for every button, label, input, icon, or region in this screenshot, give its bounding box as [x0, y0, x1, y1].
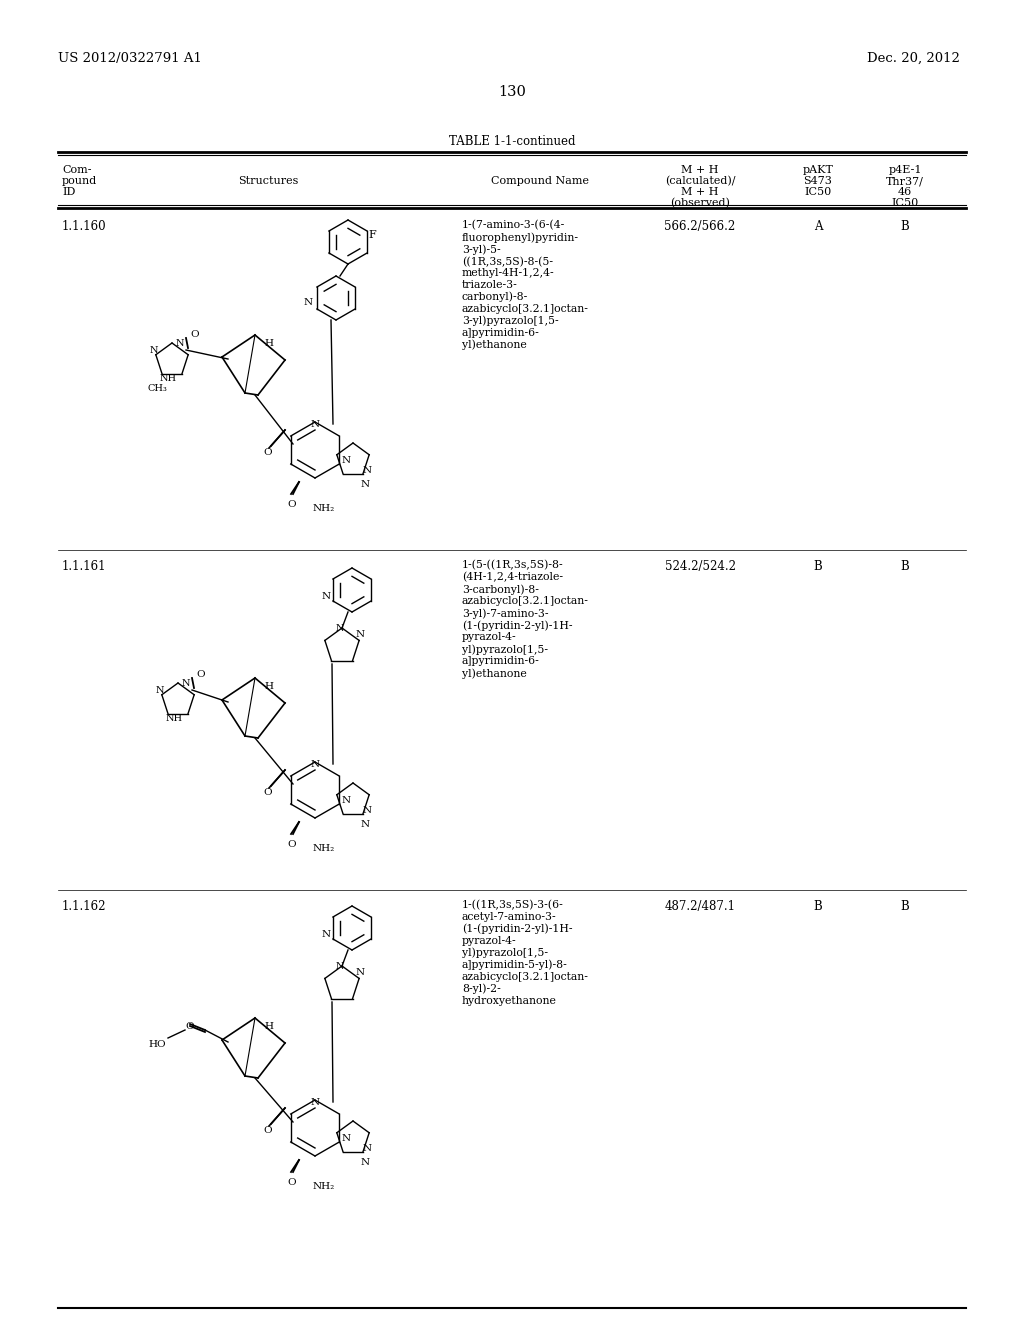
Text: (calculated)/: (calculated)/: [665, 176, 735, 186]
Text: H: H: [264, 339, 273, 348]
Text: S473: S473: [804, 176, 833, 186]
Text: N: N: [322, 931, 331, 939]
Text: Com-: Com-: [62, 165, 91, 176]
Text: 1.1.161: 1.1.161: [62, 560, 106, 573]
Text: NH₂: NH₂: [313, 1181, 335, 1191]
Text: N: N: [322, 591, 331, 601]
Text: O: O: [263, 1126, 271, 1135]
Text: NH₂: NH₂: [313, 504, 335, 513]
Text: N: N: [336, 962, 344, 972]
Text: H: H: [264, 682, 273, 690]
Text: O: O: [263, 788, 271, 797]
Text: TABLE 1-1-continued: TABLE 1-1-continued: [449, 135, 575, 148]
Text: N: N: [342, 796, 351, 805]
Text: B: B: [901, 560, 909, 573]
Text: pound: pound: [62, 176, 97, 186]
Text: F: F: [368, 230, 376, 240]
Text: N: N: [361, 1158, 370, 1167]
Text: pAKT: pAKT: [803, 165, 834, 176]
Text: Dec. 20, 2012: Dec. 20, 2012: [867, 51, 961, 65]
Text: B: B: [901, 220, 909, 234]
Text: N: N: [304, 298, 313, 308]
Text: M + H: M + H: [681, 165, 719, 176]
Text: N: N: [356, 630, 366, 639]
Text: N: N: [311, 760, 321, 770]
Text: N: N: [176, 339, 184, 348]
Text: H: H: [264, 1022, 273, 1031]
Text: N: N: [156, 686, 165, 696]
Text: N: N: [362, 807, 372, 814]
Text: (observed): (observed): [670, 198, 730, 209]
Text: N: N: [182, 678, 190, 688]
Text: NH: NH: [160, 374, 177, 383]
Text: Compound Name: Compound Name: [490, 176, 589, 186]
Text: 1.1.160: 1.1.160: [62, 220, 106, 234]
Text: N: N: [362, 466, 372, 475]
Text: NH: NH: [166, 714, 183, 723]
Text: N: N: [311, 1098, 321, 1107]
Text: B: B: [814, 900, 822, 913]
Text: US 2012/0322791 A1: US 2012/0322791 A1: [58, 51, 202, 65]
Text: 487.2/487.1: 487.2/487.1: [665, 900, 735, 913]
Text: N: N: [361, 820, 370, 829]
Text: 1-(7-amino-3-(6-(4-
fluorophenyl)pyridin-
3-yl)-5-
((1R,3s,5S)-8-(5-
methyl-4H-1: 1-(7-amino-3-(6-(4- fluorophenyl)pyridin…: [462, 220, 589, 350]
Text: 1.1.162: 1.1.162: [62, 900, 106, 913]
Text: 46: 46: [898, 187, 912, 197]
Text: IC50: IC50: [891, 198, 919, 209]
Text: Thr37/: Thr37/: [886, 176, 924, 186]
Text: N: N: [311, 420, 321, 429]
Text: Structures: Structures: [238, 176, 298, 186]
Text: N: N: [342, 1134, 351, 1143]
Text: M + H: M + H: [681, 187, 719, 197]
Text: B: B: [901, 900, 909, 913]
Text: IC50: IC50: [805, 187, 831, 197]
Text: N: N: [362, 1144, 372, 1152]
Text: 566.2/566.2: 566.2/566.2: [665, 220, 735, 234]
Text: O: O: [287, 1177, 296, 1187]
Text: N: N: [361, 480, 370, 488]
Text: O: O: [196, 671, 205, 678]
Text: 1-(5-((1R,3s,5S)-8-
(4H-1,2,4-triazole-
3-carbonyl)-8-
azabicyclo[3.2.1]octan-
3: 1-(5-((1R,3s,5S)-8- (4H-1,2,4-triazole- …: [462, 560, 589, 678]
Text: 1-((1R,3s,5S)-3-(6-
acetyl-7-amino-3-
(1-(pyridin-2-yl)-1H-
pyrazol-4-
yl)pyrazo: 1-((1R,3s,5S)-3-(6- acetyl-7-amino-3- (1…: [462, 900, 589, 1006]
Text: O: O: [287, 840, 296, 849]
Text: B: B: [814, 560, 822, 573]
Text: ID: ID: [62, 187, 76, 197]
Text: N: N: [150, 346, 159, 355]
Text: O: O: [287, 500, 296, 510]
Text: N: N: [336, 624, 344, 634]
Text: CH₃: CH₃: [148, 384, 168, 393]
Text: O: O: [185, 1022, 194, 1031]
Text: p4E-1: p4E-1: [888, 165, 922, 176]
Text: 130: 130: [498, 84, 526, 99]
Text: NH₂: NH₂: [313, 843, 335, 853]
Text: O: O: [263, 447, 271, 457]
Text: HO: HO: [148, 1040, 166, 1049]
Text: 524.2/524.2: 524.2/524.2: [665, 560, 735, 573]
Text: O: O: [190, 330, 199, 339]
Text: N: N: [342, 455, 351, 465]
Text: N: N: [356, 968, 366, 977]
Text: A: A: [814, 220, 822, 234]
